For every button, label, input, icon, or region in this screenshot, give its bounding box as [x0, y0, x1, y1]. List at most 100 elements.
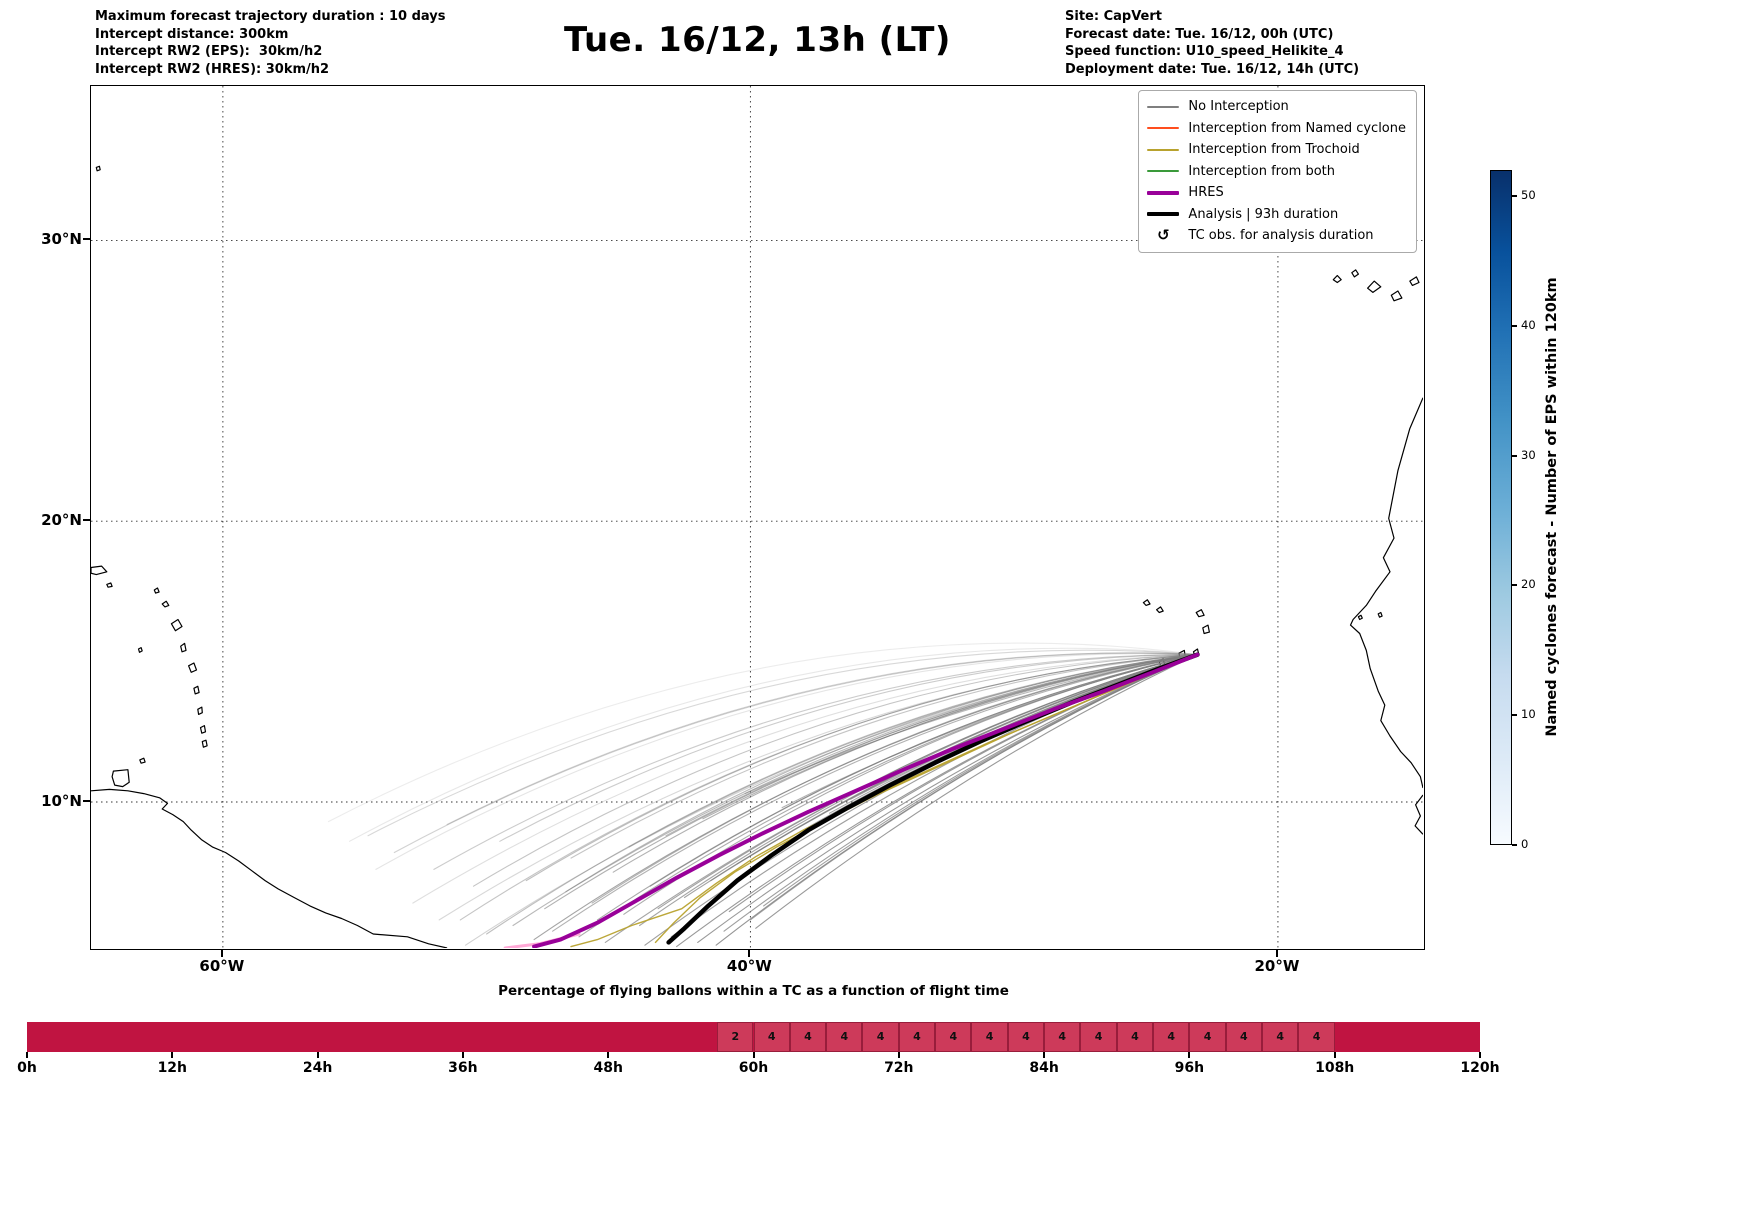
legend-line [1147, 148, 1180, 151]
coastline-antilles-island [106, 582, 113, 588]
coastline-canary-island [1390, 290, 1403, 302]
ensemble-trajectory [544, 654, 1199, 910]
legend-item: Interception from Trochoid [1147, 139, 1406, 161]
tc-percentage-cell: 4 [898, 1022, 936, 1052]
legend-label: No Interception [1188, 99, 1289, 115]
legend-label: Analysis | 93h duration [1188, 206, 1339, 222]
coastline-africa-guinea-coast [1414, 794, 1423, 835]
x-tick-label: 60°W [199, 957, 245, 975]
ensemble-trajectory [715, 654, 1199, 946]
tc-axis-tick-label: 36h [448, 1060, 478, 1076]
legend-label: Interception from both [1188, 163, 1336, 179]
coastline-antilles-island [161, 600, 170, 608]
coastline-senegal-islet [1357, 614, 1363, 621]
map-canvas [91, 86, 1423, 948]
ensemble-trajectory [499, 654, 1199, 842]
tc-axis-tick-mark [1188, 1052, 1191, 1058]
legend-label: HRES [1188, 185, 1224, 201]
legend-line [1147, 170, 1180, 173]
ensemble-trajectory [367, 649, 1199, 837]
ensemble-trajectory [591, 654, 1199, 904]
coastline-canary-island [1409, 276, 1420, 286]
tc-axis-tick-label: 60h [738, 1060, 769, 1076]
coastline-tobago [139, 757, 146, 764]
ensemble-trajectory [736, 654, 1199, 865]
tc-percentage-cell: 4 [1080, 1022, 1117, 1052]
tc-percentage-cell: 4 [1189, 1022, 1226, 1052]
tc-axis-tick-mark [607, 1052, 610, 1058]
coastline-aves-islet [137, 647, 143, 653]
tc-axis-tick-mark [461, 1052, 464, 1058]
legend-label: TC obs. for analysis duration [1188, 228, 1374, 244]
coastline-capverde-island [1202, 624, 1210, 635]
coastline-puerto-rico-edge [91, 565, 108, 576]
colorbar-tick-label: 40 [1521, 317, 1536, 332]
x-tick-mark [748, 950, 751, 957]
tc-percentage-cell: 4 [862, 1022, 899, 1052]
legend-item: Interception from both [1147, 161, 1406, 183]
coastline-senegal-islet [1377, 611, 1383, 618]
ensemble-trajectory [697, 654, 1199, 943]
coastline-antilles-island [153, 587, 160, 594]
ensemble-trajectory [348, 647, 1199, 842]
annotation-line: Forecast date: Tue. 16/12, 00h (UTC) [1065, 26, 1334, 42]
tc-percentage-cell: 4 [1298, 1022, 1335, 1052]
x-tick-mark [220, 950, 223, 957]
x-tick-label: 20°W [1254, 957, 1300, 975]
ensemble-trajectory [749, 654, 1199, 921]
ensemble-trajectory [472, 654, 1199, 887]
coastline-capverde-island [1195, 609, 1205, 618]
colorbar-tick-label: 50 [1521, 187, 1536, 202]
annotation-line: Deployment date: Tue. 16/12, 14h (UTC) [1065, 61, 1360, 77]
colorbar-tick-label: 10 [1521, 707, 1536, 722]
tc-axis-tick-mark [897, 1052, 900, 1058]
tc-axis-tick-label: 120h [1460, 1060, 1500, 1076]
legend-line [1147, 105, 1180, 108]
legend-line-swatch [1147, 190, 1180, 195]
legend-line-swatch [1147, 212, 1180, 217]
ensemble-trajectory [393, 652, 1199, 854]
legend-line-swatch [1147, 127, 1180, 130]
tc-axis-tick-label: 12h [157, 1060, 188, 1076]
colorbar-label: Named cyclones forecast - Number of EPS … [1544, 277, 1560, 737]
y-tick-label: 20°N [41, 511, 82, 530]
tc-percentage-cell: 4 [789, 1022, 827, 1052]
legend-line [1147, 212, 1180, 217]
coastline-antilles-island [188, 662, 198, 673]
y-tick-mark [83, 799, 90, 802]
ensemble-trajectory [375, 652, 1199, 870]
tc-percentage-cell: 4 [826, 1022, 863, 1052]
ensemble-trajectory [464, 654, 1199, 946]
tc-axis-tick-label: 96h [1174, 1060, 1205, 1076]
tc-axis-tick-label: 72h [884, 1060, 914, 1076]
y-tick-label: 10°N [41, 791, 82, 810]
coastline-antilles-island [170, 618, 183, 632]
tc-obs-icon: ↺ [1157, 226, 1170, 245]
legend-line [1147, 190, 1180, 195]
colorbar-tick-label: 0 [1521, 837, 1529, 851]
tc-percentage-cell: 4 [1225, 1022, 1263, 1052]
annotation-line: Intercept RW2 (HRES): 30km/h2 [95, 61, 330, 77]
coastline-africa-west-coast [1349, 397, 1423, 789]
ensemble-trajectory [433, 654, 1199, 870]
tc-axis-tick-mark [1333, 1052, 1336, 1058]
coastline-capverde-island [1142, 599, 1151, 606]
legend-item: Analysis | 93h duration [1147, 204, 1406, 226]
annotation-line: Intercept RW2 (EPS): 30km/h2 [95, 44, 323, 59]
header-left-annotations: Maximum forecast trajectory duration : 1… [95, 8, 446, 78]
x-tick-mark [1275, 950, 1278, 957]
colorbar-tick-mark [1512, 454, 1517, 457]
legend-item: HRES [1147, 182, 1406, 204]
tc-percentage-cell: 4 [1044, 1022, 1081, 1052]
figure-title: Tue. 16/12, 13h (LT) [564, 20, 951, 60]
tc-percentage-cell: 4 [935, 1022, 972, 1052]
ensemble-trajectory [552, 654, 1199, 932]
legend-label: Interception from Trochoid [1188, 142, 1360, 158]
ensemble-trajectory [755, 654, 1199, 929]
ensemble-trajectory [702, 654, 1199, 820]
legend-item: No Interception [1147, 96, 1406, 118]
annotation-line: Intercept distance: 300km [95, 26, 289, 42]
tc-axis-tick-mark [316, 1052, 319, 1058]
coastline-canary-island [1351, 269, 1359, 278]
coastline-antilles-island [199, 725, 207, 734]
